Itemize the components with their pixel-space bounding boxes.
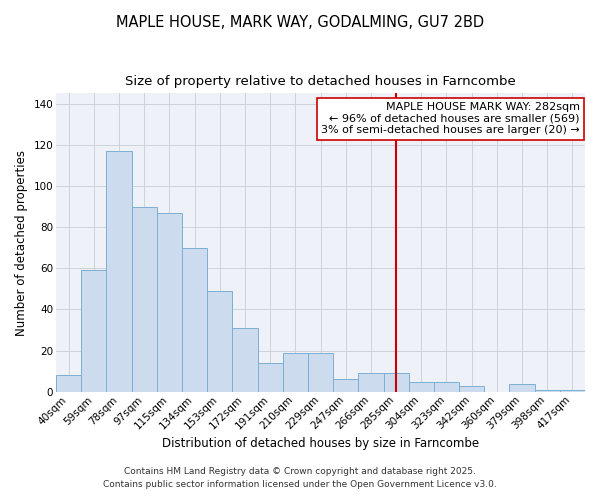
Bar bbox=[157, 212, 182, 392]
Bar bbox=[308, 352, 333, 392]
Text: MAPLE HOUSE, MARK WAY, GODALMING, GU7 2BD: MAPLE HOUSE, MARK WAY, GODALMING, GU7 2B… bbox=[116, 15, 484, 30]
Bar bbox=[131, 206, 157, 392]
Text: MAPLE HOUSE MARK WAY: 282sqm
← 96% of detached houses are smaller (569)
3% of se: MAPLE HOUSE MARK WAY: 282sqm ← 96% of de… bbox=[321, 102, 580, 136]
Y-axis label: Number of detached properties: Number of detached properties bbox=[15, 150, 28, 336]
Bar bbox=[383, 374, 409, 392]
Bar bbox=[56, 376, 81, 392]
Bar bbox=[509, 384, 535, 392]
Bar bbox=[182, 248, 207, 392]
Bar bbox=[81, 270, 106, 392]
Bar bbox=[409, 382, 434, 392]
Bar bbox=[560, 390, 585, 392]
Text: Contains HM Land Registry data © Crown copyright and database right 2025.
Contai: Contains HM Land Registry data © Crown c… bbox=[103, 468, 497, 489]
Bar bbox=[283, 352, 308, 392]
Bar bbox=[434, 382, 459, 392]
Bar bbox=[535, 390, 560, 392]
X-axis label: Distribution of detached houses by size in Farncombe: Distribution of detached houses by size … bbox=[162, 437, 479, 450]
Title: Size of property relative to detached houses in Farncombe: Size of property relative to detached ho… bbox=[125, 75, 516, 88]
Bar bbox=[106, 151, 131, 392]
Bar bbox=[459, 386, 484, 392]
Bar bbox=[207, 291, 232, 392]
Bar bbox=[358, 374, 383, 392]
Bar bbox=[257, 363, 283, 392]
Bar bbox=[333, 380, 358, 392]
Bar bbox=[232, 328, 257, 392]
